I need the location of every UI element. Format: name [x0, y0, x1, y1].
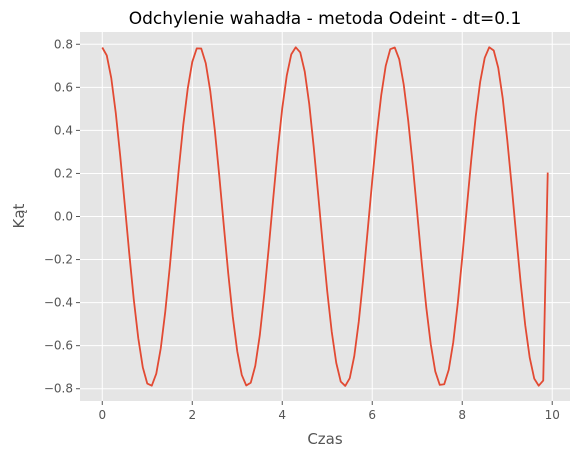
- chart-title: Odchylenie wahadła - metoda Odeint - dt=…: [129, 9, 522, 29]
- x-tick-label: 6: [368, 408, 376, 422]
- series-line: [101, 46, 549, 387]
- y-tick-label: 0.8: [54, 37, 73, 51]
- x-tick-label: 0: [98, 408, 106, 422]
- x-tick-label: 4: [278, 408, 286, 422]
- y-tick-label: 0.6: [54, 80, 73, 94]
- y-tick-label: 0.2: [54, 166, 73, 180]
- y-tick-label: −0.2: [44, 253, 73, 267]
- y-axis-label: Kąt: [10, 203, 28, 228]
- x-tick-label: 2: [188, 408, 196, 422]
- y-tick-label: 0.0: [54, 210, 73, 224]
- y-tick-label: 0.4: [54, 123, 73, 137]
- x-tick-label: 8: [458, 408, 466, 422]
- grid: [80, 32, 570, 401]
- x-axis-label: Czas: [307, 430, 343, 448]
- y-tick-label: −0.8: [44, 382, 73, 396]
- x-tick-label: 10: [545, 408, 560, 422]
- y-tick-label: −0.4: [44, 296, 73, 310]
- tick-labels: 0 2 4 6 8 10 0.8 0.6 0.4 0.2 0.0 −0.2 −0.4 −0.6 −0.8: [44, 37, 560, 422]
- y-tick-label: −0.6: [44, 339, 73, 353]
